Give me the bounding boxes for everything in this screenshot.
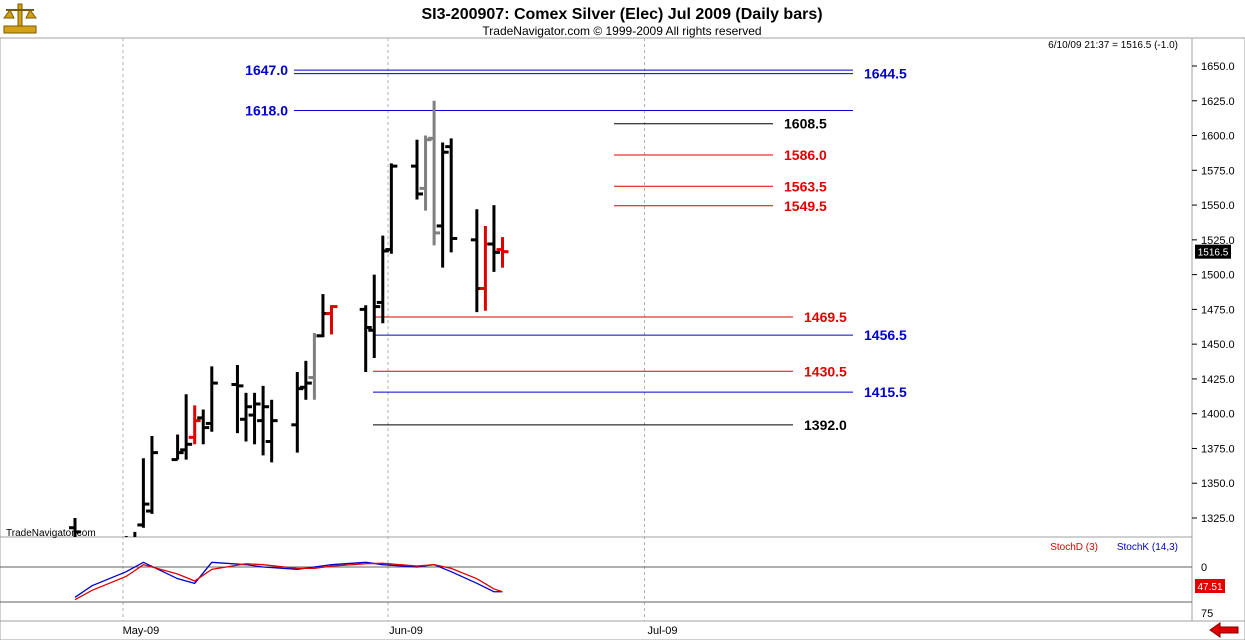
scroll-right-arrow-icon[interactable] xyxy=(1205,622,1241,638)
y-axis-panel xyxy=(1191,37,1245,622)
bars-layer xyxy=(69,100,509,537)
y-tick-label: 1625.0 xyxy=(1201,96,1235,108)
stoch-value-label: 47.51 xyxy=(1197,582,1222,593)
level-label: 1549.5 xyxy=(784,198,827,214)
ohlc-bar xyxy=(385,163,398,254)
y-tick-label: 1350.0 xyxy=(1201,478,1235,490)
y-tick-label: 1450.0 xyxy=(1201,339,1235,351)
y-tick-label: 1550.0 xyxy=(1201,200,1235,212)
stochd-legend: StochD (3) xyxy=(1050,542,1098,553)
ohlc-bar xyxy=(487,205,500,272)
ohlc-bar xyxy=(411,139,423,200)
ohlc-bar xyxy=(496,237,509,268)
y-tick-label: 1375.0 xyxy=(1201,443,1235,455)
level-label: 1563.5 xyxy=(784,178,827,194)
level-label: 1608.5 xyxy=(784,116,827,132)
ohlc-bar xyxy=(145,435,158,514)
ohlc-bar xyxy=(428,100,441,246)
y-tick-label: 1600.0 xyxy=(1201,131,1235,143)
ohlc-bar xyxy=(180,394,193,460)
level-label: 1618.0 xyxy=(245,103,288,119)
ohlc-bar xyxy=(368,274,381,359)
ohlc-bar xyxy=(205,366,218,432)
trade-navigator-logo-icon xyxy=(3,3,37,34)
ohlc-bar xyxy=(359,305,372,372)
stoch-value-tag: 47.51 xyxy=(1195,579,1225,593)
last-price-label: 1516.5 xyxy=(1198,248,1229,259)
y-tick-label: 1400.0 xyxy=(1201,409,1235,421)
ohlc-bar xyxy=(240,392,252,442)
quote-readout: 6/10/09 21:37 = 1516.5 (-1.0) xyxy=(1048,40,1178,51)
stoch-tick-label: 0 xyxy=(1201,562,1207,574)
y-tick-label: 1475.0 xyxy=(1201,304,1235,316)
level-label: 1430.5 xyxy=(804,363,847,379)
levels-layer: 1647.0 1644.5 1618.0 1608.5 1586.0 1563.5 1549… xyxy=(245,62,907,433)
stochk-legend: StochK (14,3) xyxy=(1117,542,1178,553)
y-tick-label: 1425.0 xyxy=(1201,374,1235,386)
watermark-text: TradeNavigator.com xyxy=(6,528,96,539)
y-tick-label: 1525.0 xyxy=(1201,235,1235,247)
y-tick-label: 1500.0 xyxy=(1201,270,1235,282)
ohlc-bar xyxy=(69,518,81,537)
copyright-text: TradeNavigator.com © 1999-2009 All right… xyxy=(482,24,761,38)
ohlc-bar xyxy=(436,142,449,268)
ohlc-bar xyxy=(248,392,261,445)
x-tick-label: Jul-09 xyxy=(648,625,678,637)
grid-layer xyxy=(122,38,645,621)
y-tick-label: 1575.0 xyxy=(1201,165,1235,177)
x-tick-label: May-09 xyxy=(123,625,160,637)
ohlc-bar xyxy=(445,138,458,253)
level-label: 1392.0 xyxy=(804,417,847,433)
level-label: 1415.5 xyxy=(864,384,907,400)
ohlc-bar xyxy=(257,385,270,456)
ohlc-bar xyxy=(171,434,184,462)
stoch-series-line xyxy=(74,562,503,601)
y-tick-label: 1325.0 xyxy=(1201,513,1235,525)
level-label: 1647.0 xyxy=(245,62,288,78)
level-label: 1586.0 xyxy=(784,147,827,163)
price-panel xyxy=(0,37,1193,538)
x-axis-panel xyxy=(0,620,1245,640)
ohlc-bar xyxy=(231,365,244,434)
stoch-tick-label: 75 xyxy=(1201,608,1213,620)
level-label: 1456.5 xyxy=(864,327,907,343)
ohlc-bar xyxy=(299,360,312,400)
level-label: 1469.5 xyxy=(804,309,847,325)
level-label: 1644.5 xyxy=(864,66,907,82)
x-tick-label: Jun-09 xyxy=(389,625,423,637)
ohlc-bar xyxy=(188,405,201,445)
chart-title: SI3-200907: Comex Silver (Elec) Jul 2009… xyxy=(421,6,822,23)
axis-layer: May-09 Jun-09 Jul-09 1325.0 1350.0 1375.0 1400… xyxy=(123,61,1235,637)
ohlc-bar xyxy=(325,305,338,335)
last-price-tag: 1516.5 xyxy=(1195,244,1231,259)
ohlc-bar xyxy=(265,399,278,463)
ohlc-bar xyxy=(137,458,150,528)
y-tick-label: 1650.0 xyxy=(1201,61,1235,73)
ohlc-bar xyxy=(197,409,210,445)
stoch-layer xyxy=(0,561,1192,603)
